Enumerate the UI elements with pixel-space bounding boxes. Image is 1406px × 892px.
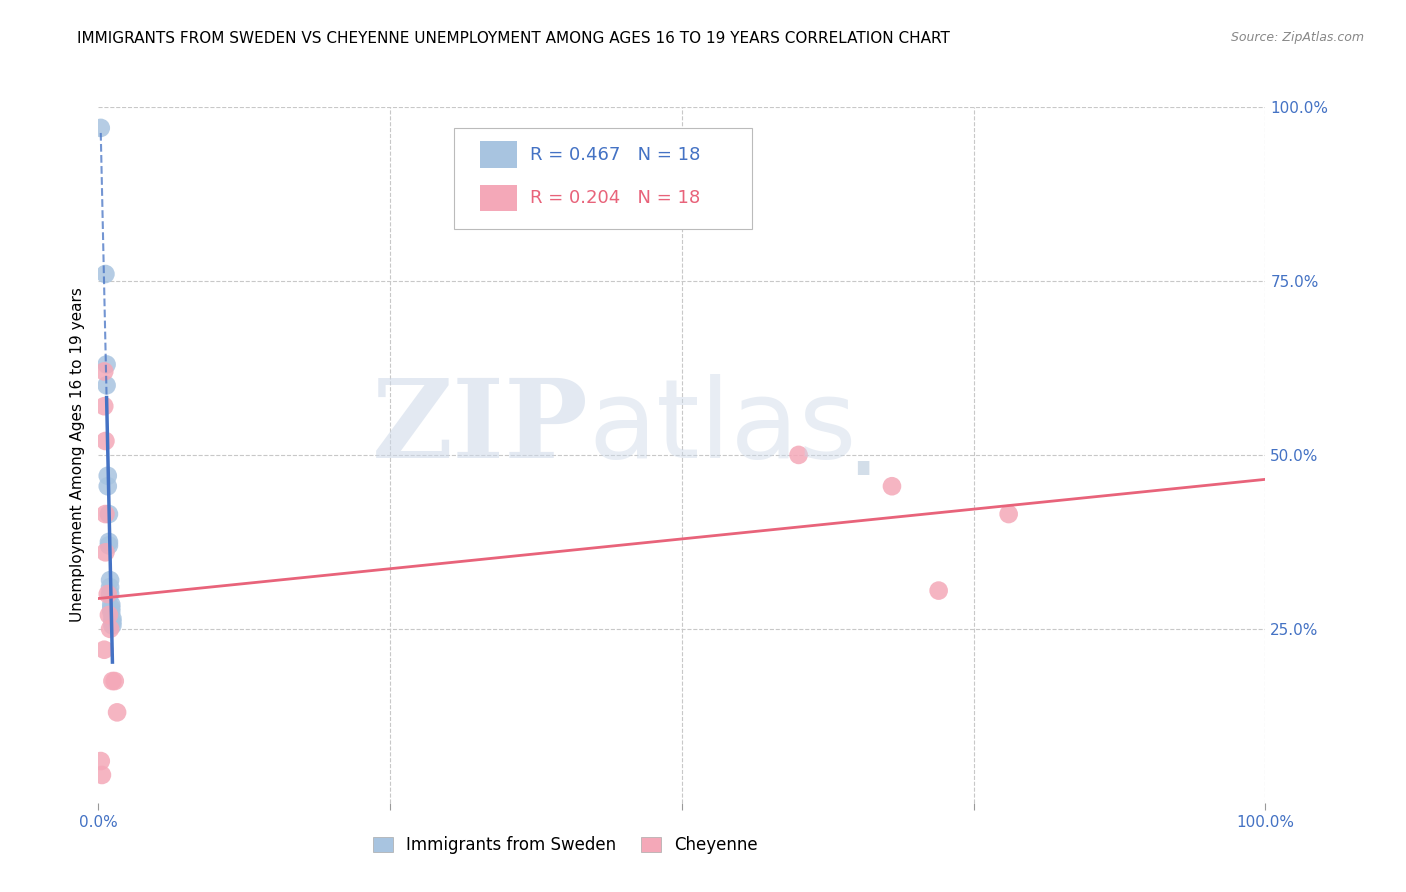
- Point: [105, 706, 128, 720]
- Point: [96, 378, 118, 392]
- Point: [94, 507, 117, 521]
- Point: [100, 598, 122, 612]
- Point: [97, 534, 120, 549]
- Point: [96, 358, 118, 372]
- Point: [94, 545, 117, 559]
- Point: [98, 573, 121, 587]
- Text: .: .: [845, 391, 880, 498]
- Point: [101, 615, 124, 629]
- Point: [90, 768, 112, 782]
- Point: [90, 754, 112, 768]
- Text: atlas: atlas: [589, 374, 858, 481]
- Y-axis label: Unemployment Among Ages 16 to 19 years: Unemployment Among Ages 16 to 19 years: [69, 287, 84, 623]
- Point: [94, 434, 117, 448]
- Point: [97, 538, 120, 552]
- Text: Source: ZipAtlas.com: Source: ZipAtlas.com: [1230, 31, 1364, 45]
- Legend: Immigrants from Sweden, Cheyenne: Immigrants from Sweden, Cheyenne: [366, 830, 765, 861]
- Text: R = 0.467   N = 18: R = 0.467 N = 18: [530, 145, 700, 164]
- Point: [97, 479, 120, 493]
- Point: [94, 267, 117, 281]
- Point: [101, 611, 124, 625]
- Point: [97, 468, 120, 483]
- Point: [93, 642, 115, 657]
- Point: [97, 587, 120, 601]
- Point: [787, 448, 810, 462]
- Point: [104, 674, 127, 689]
- Point: [100, 605, 122, 619]
- Point: [98, 580, 121, 594]
- Text: R = 0.204   N = 18: R = 0.204 N = 18: [530, 189, 700, 207]
- Point: [101, 674, 124, 689]
- Point: [93, 364, 115, 378]
- FancyBboxPatch shape: [454, 128, 752, 229]
- Point: [98, 622, 121, 636]
- FancyBboxPatch shape: [479, 142, 517, 168]
- Point: [880, 479, 903, 493]
- FancyBboxPatch shape: [479, 185, 517, 211]
- Point: [97, 507, 120, 521]
- Text: ZIP: ZIP: [371, 374, 589, 481]
- Point: [90, 120, 112, 135]
- Text: IMMIGRANTS FROM SWEDEN VS CHEYENNE UNEMPLOYMENT AMONG AGES 16 TO 19 YEARS CORREL: IMMIGRANTS FROM SWEDEN VS CHEYENNE UNEMP…: [77, 31, 950, 46]
- Point: [97, 607, 120, 622]
- Point: [93, 399, 115, 413]
- Point: [928, 583, 950, 598]
- Point: [101, 618, 124, 632]
- Point: [100, 601, 122, 615]
- Point: [997, 507, 1019, 521]
- Point: [98, 587, 121, 601]
